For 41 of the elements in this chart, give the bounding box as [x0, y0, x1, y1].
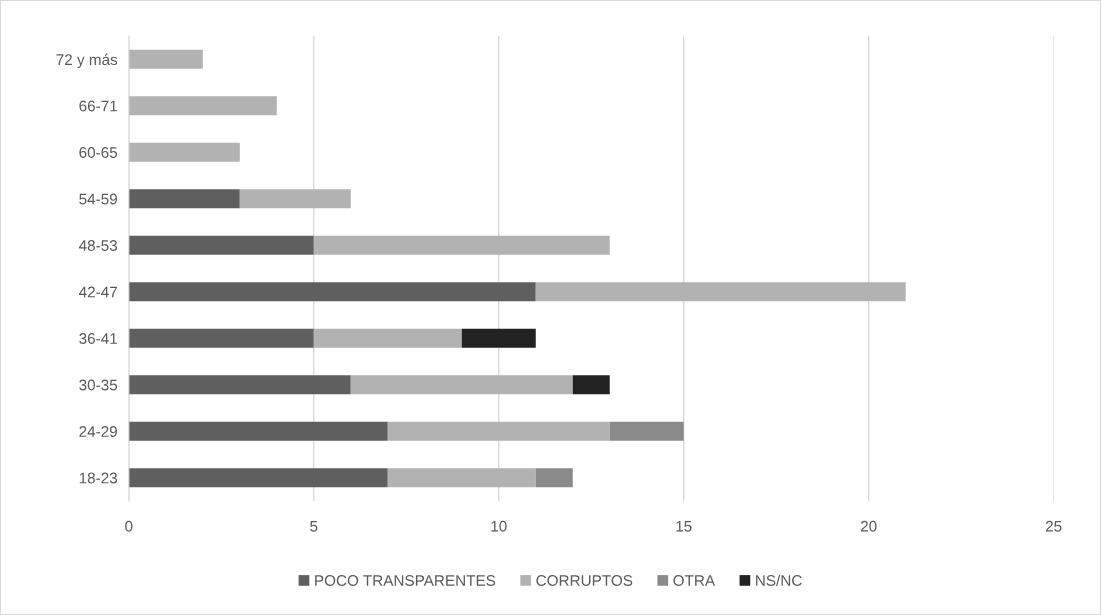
bar	[313, 235, 610, 255]
x-tick-label: 10	[491, 520, 507, 532]
legend-label: CORRUPTOS	[536, 575, 633, 586]
bar	[128, 375, 351, 395]
bar	[239, 189, 351, 209]
y-tick-label: 48-53	[78, 240, 118, 251]
y-tick-label: 24-29	[79, 426, 117, 437]
bar	[313, 328, 462, 348]
bar	[461, 328, 536, 348]
legend-label: NS/NC	[756, 574, 802, 586]
bar	[535, 282, 906, 302]
y-tick-label: 72 y más	[56, 53, 118, 69]
y-tick-label: 66-71	[79, 100, 117, 112]
bar	[128, 96, 277, 116]
bar	[128, 142, 240, 162]
bar	[128, 421, 388, 441]
bar	[387, 468, 536, 488]
bar	[128, 468, 388, 488]
x-tick-label: 0	[125, 520, 133, 532]
bar	[387, 421, 610, 441]
bar	[128, 282, 536, 302]
bar	[128, 328, 314, 348]
x-tick-label: 15	[676, 521, 692, 532]
x-tick-label: 5	[310, 521, 318, 532]
y-tick-label: 54-59	[79, 193, 117, 205]
y-tick-label: 36-41	[79, 333, 117, 344]
legend-label: POCO TRANSPARENTES	[315, 575, 496, 586]
bar	[128, 49, 203, 69]
y-tick-label: 18-23	[79, 472, 118, 484]
bar	[572, 375, 610, 395]
legend-label: OTRA	[673, 575, 716, 586]
bar	[128, 235, 314, 255]
x-tick-label: 20	[860, 520, 877, 532]
y-tick-label: 30-35	[79, 379, 118, 391]
bar	[128, 189, 240, 209]
y-tick-label: 42-47	[78, 286, 117, 298]
bar	[350, 375, 573, 395]
y-tick-label: 60-65	[79, 147, 118, 158]
x-tick-label: 25	[1045, 520, 1062, 532]
bar	[609, 421, 684, 441]
bar	[535, 468, 573, 488]
